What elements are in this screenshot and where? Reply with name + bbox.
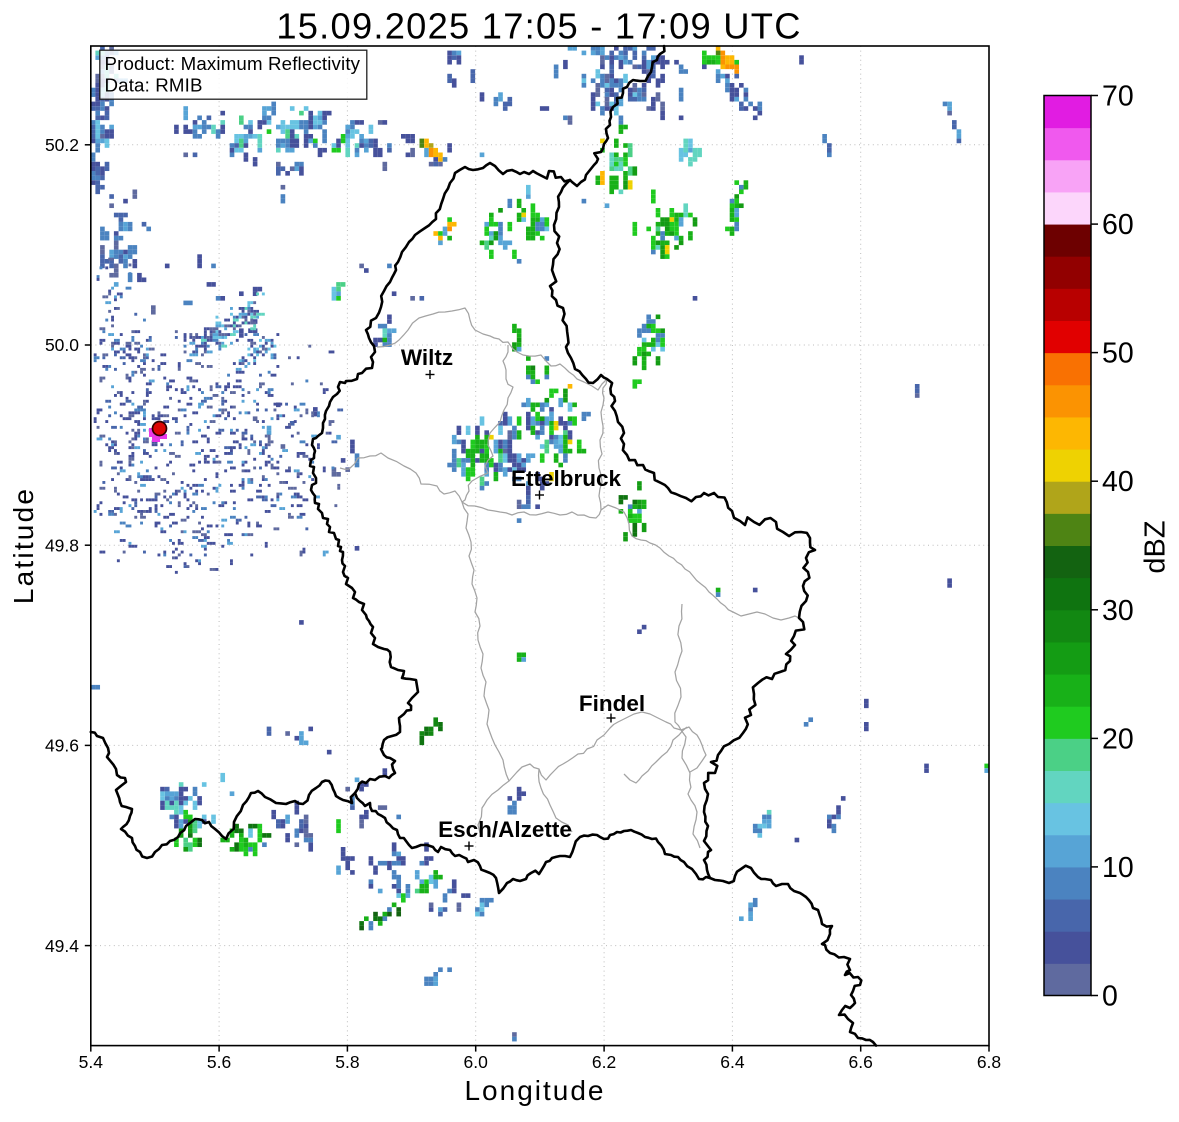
svg-text:Findel: Findel bbox=[579, 691, 645, 716]
svg-text:40: 40 bbox=[1102, 466, 1134, 498]
svg-text:Product: Maximum Reflectivity: Product: Maximum Reflectivity bbox=[105, 53, 361, 74]
svg-text:50.2: 50.2 bbox=[45, 135, 79, 155]
svg-text:Data: RMIB: Data: RMIB bbox=[105, 74, 203, 95]
svg-text:20: 20 bbox=[1102, 723, 1134, 755]
svg-text:6.6: 6.6 bbox=[849, 1052, 873, 1072]
svg-text:dBZ: dBZ bbox=[1140, 520, 1172, 573]
svg-text:Ettelbruck: Ettelbruck bbox=[511, 466, 622, 491]
svg-text:49.4: 49.4 bbox=[45, 936, 79, 956]
svg-text:50.0: 50.0 bbox=[45, 335, 79, 355]
svg-text:10: 10 bbox=[1102, 852, 1134, 884]
svg-text:49.8: 49.8 bbox=[45, 535, 79, 555]
svg-text:6.2: 6.2 bbox=[592, 1052, 616, 1072]
svg-text:5.4: 5.4 bbox=[79, 1052, 104, 1072]
svg-text:49.6: 49.6 bbox=[45, 736, 79, 756]
svg-text:30: 30 bbox=[1102, 595, 1134, 627]
svg-text:5.8: 5.8 bbox=[335, 1052, 359, 1072]
svg-text:Longitude: Longitude bbox=[464, 1075, 605, 1106]
svg-text:60: 60 bbox=[1102, 209, 1134, 241]
svg-text:Wiltz: Wiltz bbox=[401, 345, 453, 370]
svg-text:6.8: 6.8 bbox=[977, 1052, 1001, 1072]
svg-text:6.4: 6.4 bbox=[720, 1052, 745, 1072]
svg-text:Latitude: Latitude bbox=[8, 487, 39, 604]
svg-text:0: 0 bbox=[1102, 981, 1118, 1013]
svg-text:50: 50 bbox=[1102, 338, 1134, 370]
svg-text:6.0: 6.0 bbox=[464, 1052, 489, 1072]
svg-text:Esch/Alzette: Esch/Alzette bbox=[438, 817, 572, 842]
svg-text:70: 70 bbox=[1102, 81, 1134, 113]
svg-text:15.09.2025 17:05 - 17:09 UTC: 15.09.2025 17:05 - 17:09 UTC bbox=[276, 6, 801, 47]
svg-text:5.6: 5.6 bbox=[207, 1052, 231, 1072]
